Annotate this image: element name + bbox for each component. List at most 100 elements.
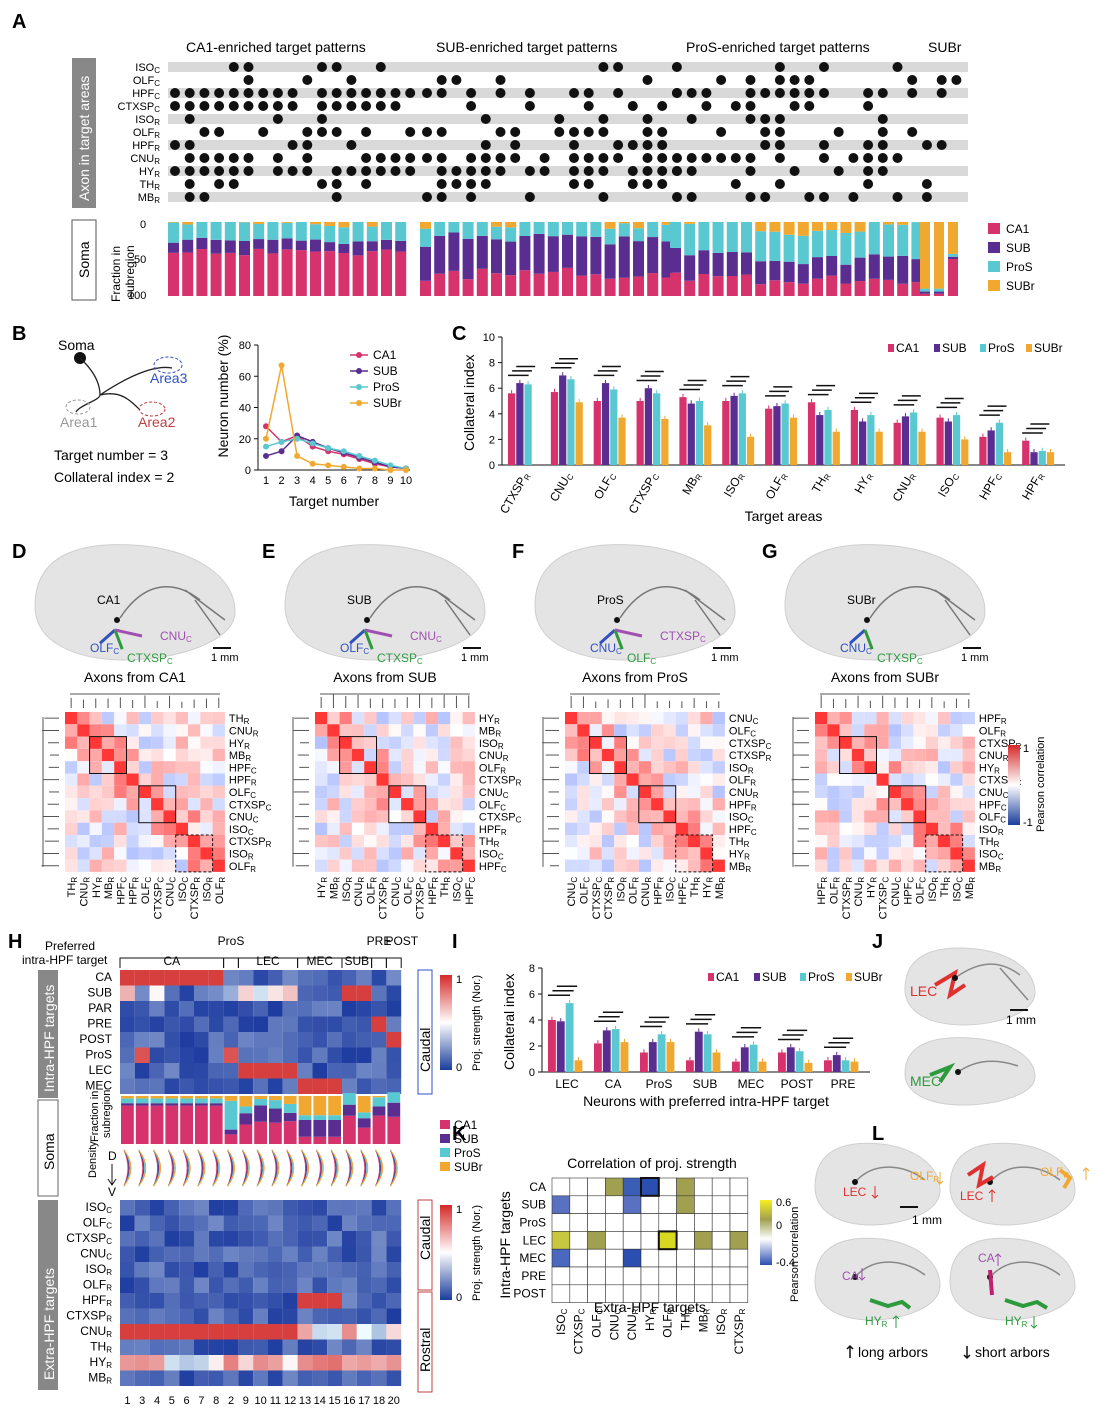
x-tick-label: 8 [372,475,378,487]
heat-cell [386,1293,402,1309]
heat-cell [282,1246,298,1262]
soma-fraction-segment [121,1103,134,1106]
heatmap-cell [89,798,102,811]
heat-cell [297,1262,313,1278]
heat-cell [208,1246,224,1262]
target-dot [789,101,800,111]
heatmap-cell [565,835,578,848]
heat-cell [297,970,313,986]
heatmap-cell [425,785,438,799]
heat-cell [223,1370,239,1386]
heatmap-cell [151,748,164,762]
soma-fraction-segment [239,1096,253,1107]
heatmap-cell [376,822,389,835]
heatmap-cell [351,761,365,774]
side-label-axon: Axon in target areas [76,76,92,201]
target-dot [317,179,327,189]
k-cell [622,1177,642,1197]
k-cell [729,1195,749,1214]
heatmap-cell [438,798,451,811]
heat-cell [268,1339,283,1355]
heat-cell [208,1339,224,1355]
target-dot [214,166,225,176]
heatmap-cell [364,761,377,774]
heatmap-cell [601,724,615,737]
target-dot [495,88,506,98]
target-dot [804,88,815,98]
heat-cell [134,1200,150,1216]
heat-cell [120,1246,135,1262]
heatmap-cell [663,798,676,811]
heatmap-cell [212,810,225,823]
density-curve [316,1149,324,1187]
k-cell [569,1266,588,1286]
heatmap-col-label: OLFR [365,877,378,904]
heatmap-col-label: CNUC [566,877,579,907]
heat-cell [342,1001,357,1017]
target-dot [892,62,903,72]
target-dot [539,153,550,163]
heatmap-cell [577,761,590,774]
density-curve [301,1149,310,1187]
bar-ca1 [936,417,944,465]
target-dot [642,166,653,176]
target-dot [569,166,579,176]
heat-cell [194,1231,209,1247]
heat-cell [253,970,268,986]
target-dot [436,192,447,202]
legend-swatch-pros [440,1148,450,1157]
soma-segment-pros [948,253,958,257]
panel-k: Correlation of proj. strengthCASUBProSLE… [497,1155,801,1354]
target-dot [331,101,342,111]
row-label-isoc: ISOC [135,62,160,75]
heatmap-cell [126,859,139,872]
heatmap-cell [638,748,652,762]
heatmap-row-label: THR [479,836,500,849]
heat-cell [120,1370,135,1386]
soma-segment-ca1 [338,252,350,296]
heatmap-cell [89,847,102,860]
heatmap-cell [77,847,90,860]
heatmap-cell [938,822,951,835]
heatmap-cell [425,748,438,762]
bar-sub [773,406,781,465]
k-col-label: MBR [696,1308,711,1332]
target-dot [583,101,594,111]
heat-cell [208,1032,224,1048]
heatmap-row-label: ISOC [979,848,1004,861]
heatmap-col-label: MBR [714,877,727,900]
heat-cell [312,1370,328,1386]
soma-segment-ca1 [533,273,545,296]
soma-segment-subr [755,222,767,232]
soma-segment-pros [698,222,710,251]
heatmap-cell [339,773,352,786]
heat-cell [208,1277,224,1293]
heat-cell [356,1246,372,1262]
target-dot [451,75,462,85]
heatmap-col-label: CNUC [390,877,403,907]
bar-ca1 [765,408,773,465]
heatmap-row-label: CTXSPR [729,750,772,763]
column-number: 14 [314,1395,326,1407]
cluster-box [839,736,877,774]
heatmap-cell [401,736,414,749]
bar-pros [867,415,875,465]
soma-fraction-segment [313,1120,327,1137]
soma-segment-pros [295,222,307,241]
heat-cell [223,1078,239,1094]
target-dot [214,153,225,163]
row-label-par: PAR [88,1001,112,1015]
heat-cell [371,1246,387,1262]
heatmap-col-label: HPFR [652,877,665,905]
k-cell [622,1213,642,1232]
row-label-ca: CA [95,970,112,984]
heat-cell [386,1032,402,1048]
target-dot [598,62,609,72]
target-dot [495,75,506,85]
heat-cell [149,1277,165,1293]
cluster-box [589,736,627,774]
heatmap-cell [388,785,402,799]
heat-cell [149,1324,165,1340]
legend-label-subr: SUBr [1034,341,1063,355]
target-dot [730,179,741,189]
